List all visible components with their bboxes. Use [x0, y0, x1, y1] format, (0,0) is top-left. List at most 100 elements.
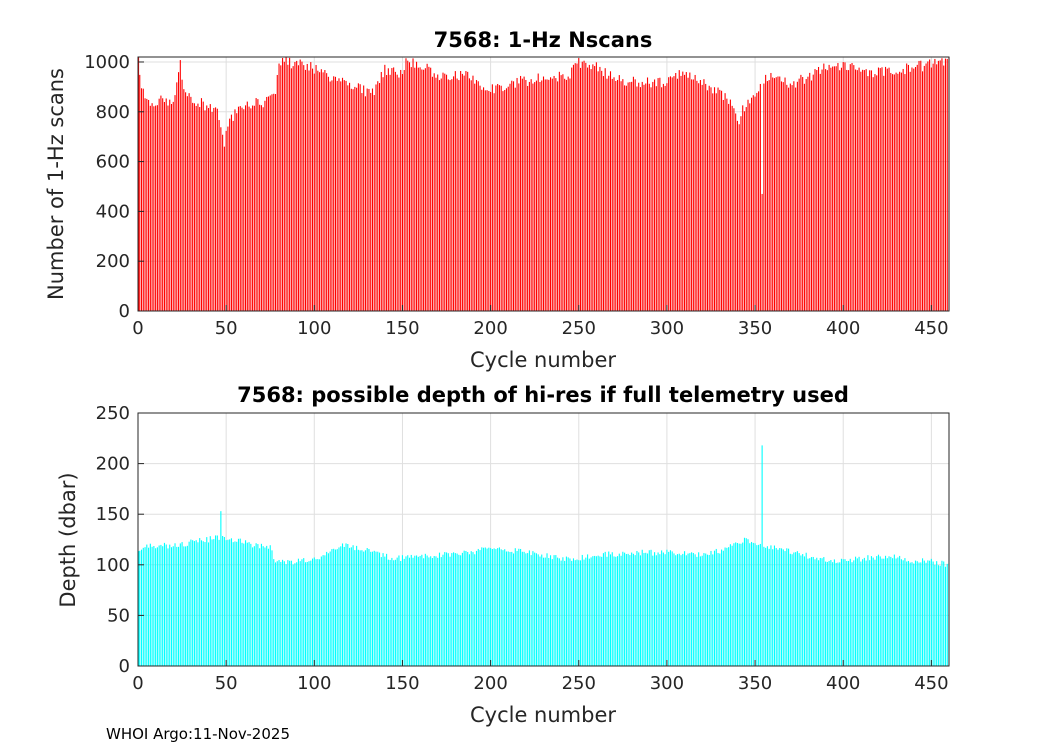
bar — [826, 561, 828, 666]
bar — [484, 547, 486, 666]
bar — [211, 539, 213, 666]
bar — [349, 82, 351, 312]
bar — [574, 560, 576, 666]
bar — [729, 99, 731, 312]
bar — [504, 549, 506, 666]
bar — [590, 69, 592, 311]
bar — [144, 547, 146, 666]
bar — [139, 550, 141, 666]
bar — [317, 70, 319, 311]
bar — [539, 556, 541, 666]
bar — [877, 67, 880, 311]
bar — [692, 79, 694, 311]
bar — [426, 63, 428, 312]
bar — [733, 543, 735, 666]
bar — [925, 63, 927, 311]
bar — [368, 88, 370, 311]
bar — [197, 103, 199, 311]
bar — [467, 71, 469, 311]
bar — [784, 551, 786, 666]
bar — [604, 551, 606, 666]
bar — [333, 76, 335, 311]
bar — [645, 552, 647, 666]
bar — [303, 558, 305, 666]
bar — [481, 89, 483, 311]
bar — [888, 556, 890, 666]
bar — [470, 551, 472, 666]
bar — [320, 69, 322, 311]
bar — [537, 554, 539, 666]
bar — [239, 538, 241, 666]
bar — [728, 103, 730, 311]
bar — [911, 562, 913, 666]
bar — [717, 552, 719, 666]
bar — [292, 564, 294, 666]
bar — [780, 548, 783, 666]
bar — [512, 553, 515, 666]
bar — [777, 76, 779, 312]
bar — [195, 540, 197, 666]
bar — [735, 542, 737, 666]
bar — [585, 557, 587, 666]
bar — [465, 550, 467, 666]
bar — [153, 545, 155, 666]
bar — [946, 58, 948, 312]
bar — [752, 95, 754, 311]
bar — [398, 555, 400, 666]
bar — [218, 539, 220, 666]
bar — [304, 69, 307, 311]
bar — [299, 59, 301, 311]
bar — [148, 99, 150, 311]
bar — [599, 556, 601, 666]
bar — [862, 559, 864, 666]
bar — [239, 106, 241, 311]
bar — [629, 82, 631, 312]
bar — [680, 75, 682, 311]
bar — [527, 553, 529, 666]
bar — [534, 82, 536, 311]
x-tick-label: 350 — [738, 318, 772, 339]
bar — [943, 561, 945, 666]
bar — [763, 546, 765, 666]
bar — [179, 60, 181, 312]
bar — [893, 74, 895, 311]
bar — [375, 84, 377, 311]
bar — [579, 560, 582, 666]
bar — [504, 89, 506, 311]
bar — [162, 98, 164, 312]
bar — [629, 555, 631, 666]
bar — [357, 83, 359, 311]
bar — [747, 99, 749, 311]
bar — [620, 555, 622, 666]
bar — [632, 76, 634, 312]
bar — [433, 556, 435, 666]
bar — [204, 542, 206, 666]
bar — [810, 557, 813, 666]
bar — [232, 120, 234, 311]
bar — [544, 79, 546, 312]
bar — [377, 81, 379, 311]
bar — [678, 553, 680, 666]
bar — [192, 102, 194, 311]
bar — [574, 63, 576, 312]
bar — [553, 75, 555, 311]
bar — [661, 550, 663, 666]
bar — [140, 549, 143, 666]
bar — [297, 558, 299, 666]
bar — [479, 85, 481, 312]
bar — [602, 553, 604, 666]
bar — [622, 79, 624, 312]
bar — [846, 561, 848, 666]
bar — [689, 72, 691, 311]
bar — [430, 556, 432, 666]
bar — [662, 552, 664, 666]
bar — [363, 551, 365, 666]
bar — [310, 560, 312, 666]
bar — [493, 548, 495, 666]
bar — [511, 80, 513, 312]
bar — [477, 81, 479, 311]
bar — [669, 76, 671, 312]
bar — [350, 547, 352, 666]
bar — [285, 564, 287, 666]
bar — [913, 68, 915, 311]
